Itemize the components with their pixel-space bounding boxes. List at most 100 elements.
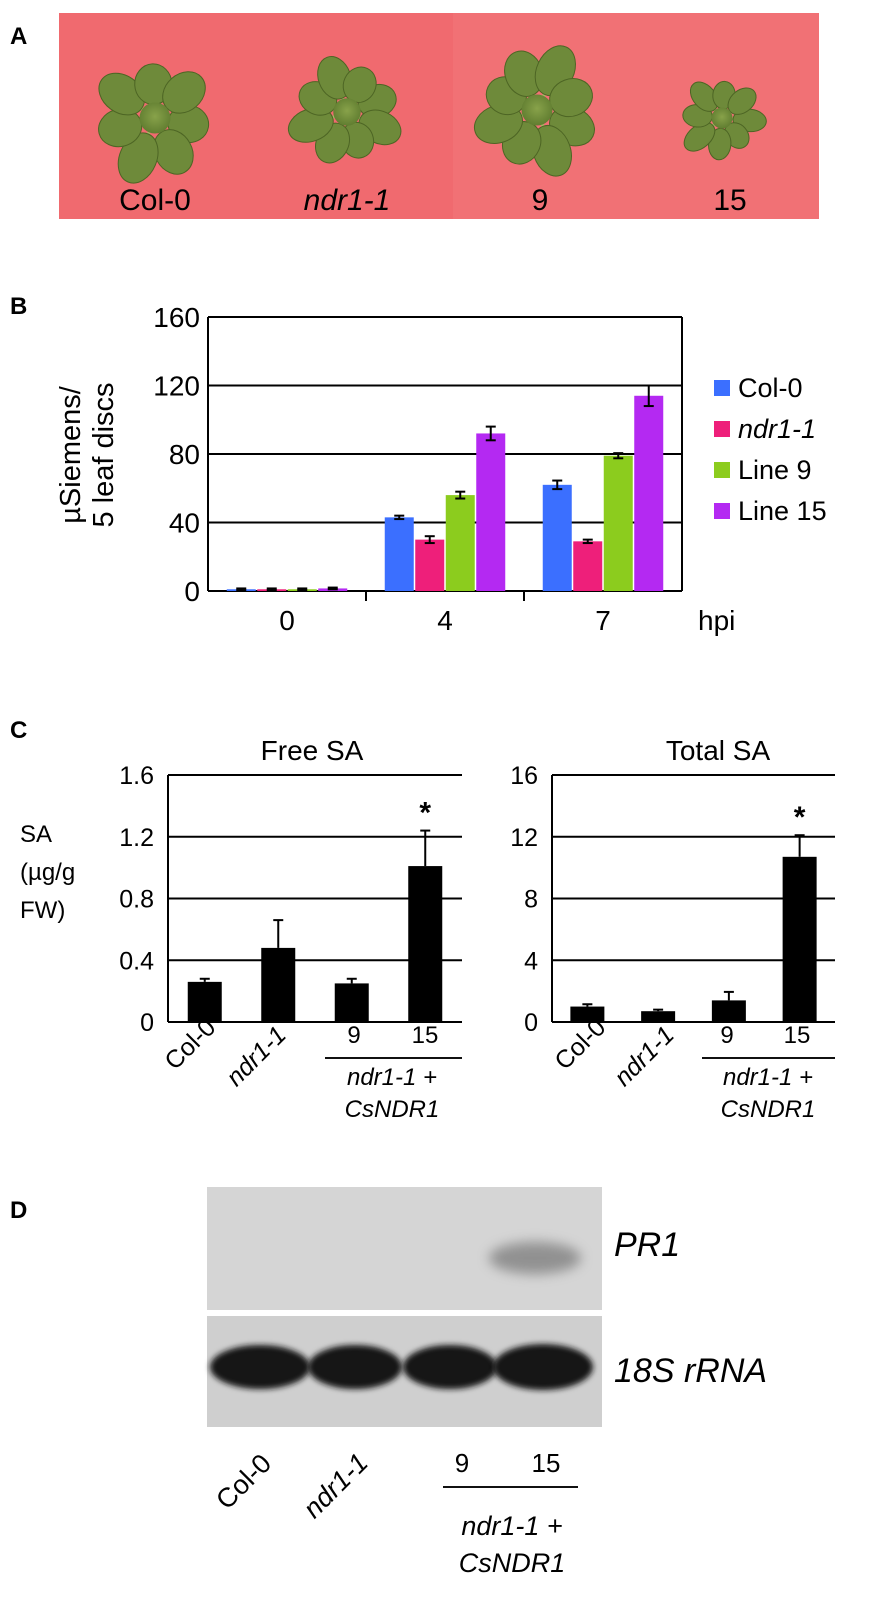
chart-b-bars	[226, 395, 664, 591]
rosette-leaf	[98, 72, 156, 120]
c2-bar-9	[711, 1000, 746, 1022]
c2-y-tick-label: 12	[510, 824, 538, 852]
blot-label-18s: 18S rRNA	[614, 1352, 767, 1390]
chart-c-free-sa-title: Free SA	[261, 735, 364, 766]
bar-line-9-7	[603, 455, 633, 591]
legend-label: ndr1-1	[738, 414, 816, 444]
c1-bar-Col-0	[187, 981, 222, 1022]
blot-lane-ndr1: ndr1-1	[297, 1447, 373, 1523]
plant-label-9: 9	[532, 184, 549, 217]
c1-y-tick-label: 0	[140, 1009, 154, 1037]
c1-xtick-15: 15	[412, 1022, 439, 1049]
chart-c-total-sa: Total SA 0 4 8 12 16 *	[510, 735, 835, 1037]
y-tick-label: 80	[169, 439, 200, 470]
rosette-col0	[98, 63, 210, 184]
plant-label-15: 15	[713, 184, 746, 217]
chart-b-ylabel-line1: µSiemens/	[55, 385, 87, 524]
c2-y-tick-label: 4	[524, 947, 538, 975]
c2-y-tick-label: 8	[524, 886, 538, 914]
c1-y-tick-label: 0.8	[119, 886, 154, 914]
c2-xtick-9: 9	[720, 1022, 733, 1049]
blot-group-label-2: CsNDR1	[459, 1548, 566, 1578]
c2-bar-ndr1-1	[641, 1011, 676, 1022]
rosette-center	[711, 107, 733, 129]
c1-y-tick-label: 0.4	[119, 947, 154, 975]
c2-bar-15	[782, 856, 817, 1022]
rosettes	[98, 45, 767, 184]
panel-b-label: B	[10, 293, 27, 320]
chart-c-total-sa-title: Total SA	[666, 735, 771, 766]
blot-lane-15: 15	[532, 1448, 561, 1478]
chart-b-xlabel: hpi	[698, 605, 735, 636]
legend-label: Col-0	[738, 373, 803, 403]
blot-lane-col0: Col-0	[210, 1448, 277, 1515]
c2-xtick-ndr1: ndr1-1	[609, 1021, 680, 1092]
blot-group-label-1: ndr1-1 +	[461, 1511, 562, 1541]
bar-line-9-4	[445, 495, 475, 591]
blot-pr1-band-15	[489, 1242, 581, 1274]
rosette-center	[521, 94, 553, 126]
legend-swatch	[714, 503, 730, 519]
blot-18s-band-ndr1	[308, 1345, 402, 1389]
blot-18s-band-col0	[210, 1345, 310, 1389]
c1-bar-15	[408, 866, 443, 1022]
chart-c-ylabel-line3: FW)	[20, 897, 65, 924]
chart-b-legend: Col-0 ndr1-1 Line 9 Line 15	[714, 373, 827, 526]
chart-c-ylabel-line2: (µg/g	[20, 859, 75, 886]
c2-group-label-1: ndr1-1 +	[723, 1064, 813, 1091]
chart-b-x-ticks: 0 4 7	[279, 605, 611, 636]
bar-line-15-4	[476, 433, 506, 591]
x-tick-label: 7	[595, 605, 611, 636]
rosette-line9	[473, 45, 595, 177]
blot-18s-bands	[210, 1344, 593, 1390]
bar-col-0-7	[542, 484, 572, 591]
c1-group-label-2: CsNDR1	[345, 1096, 440, 1123]
chart-b-y-ticks: 0 40 80 120 160	[153, 302, 200, 607]
panel-c-label: C	[10, 717, 27, 744]
c1-xtick-ndr1: ndr1-1	[221, 1021, 292, 1092]
y-tick-label: 120	[153, 371, 200, 402]
legend-swatch	[714, 421, 730, 437]
rosette-center	[333, 98, 361, 126]
x-tick-label: 4	[437, 605, 453, 636]
panel-a-label: A	[10, 23, 27, 50]
rosette-center	[139, 102, 171, 134]
bar-ndr1-1-7	[573, 541, 603, 591]
bar-line-15-7	[634, 395, 664, 591]
c2-bar-Col-0	[570, 1006, 605, 1022]
rosette-ndr1	[287, 56, 402, 164]
y-tick-label: 160	[153, 302, 200, 333]
rosette-line15	[682, 80, 767, 161]
c1-bar-9	[334, 983, 369, 1022]
blot-lane-9: 9	[455, 1448, 469, 1478]
c2-y-tick-label: 16	[510, 762, 538, 790]
bar-col-0-4	[384, 517, 414, 591]
chart-c-ylabel-line1: SA	[20, 821, 52, 848]
y-tick-label: 0	[184, 576, 200, 607]
plant-label-ndr1: ndr1-1	[304, 184, 391, 217]
c1-bar-ndr1-1	[261, 947, 296, 1022]
c2-xtick-15: 15	[784, 1022, 811, 1049]
plant-label-col0: Col-0	[119, 184, 191, 217]
plant-photo: Col-0 ndr1-1 9 15	[59, 13, 819, 219]
chart-c-free-sa: Free SA 0 0.4 0.8 1.2 1.6 *	[119, 735, 462, 1037]
chart-b-gridlines	[207, 316, 683, 601]
blot-18s-band-15	[493, 1344, 593, 1390]
c2-group-label-2: CsNDR1	[721, 1096, 816, 1123]
c1-significance-marker: *	[419, 797, 431, 830]
c1-xtick-9: 9	[347, 1022, 360, 1049]
chart-b: 0 40 80 120 160 0 4 7 hpi µSiemens/ 5 leaf dis…	[55, 302, 827, 636]
y-tick-label: 40	[169, 508, 200, 539]
bar-ndr1-1-4	[415, 539, 445, 591]
blot-label-pr1: PR1	[614, 1226, 680, 1264]
legend-swatch	[714, 462, 730, 478]
c2-significance-marker: *	[794, 801, 806, 834]
chart-b-error-bars	[236, 384, 654, 592]
legend-label: Line 15	[738, 496, 827, 526]
c2-y-tick-label: 0	[524, 1009, 538, 1037]
x-tick-label: 0	[279, 605, 295, 636]
northern-blot: PR1 18S rRNA Col-0 ndr1-1 9 15 ndr1-1 + …	[207, 1187, 767, 1578]
legend-label: Line 9	[738, 455, 812, 485]
chart-b-ylabel-line2: 5 leaf discs	[88, 382, 120, 527]
